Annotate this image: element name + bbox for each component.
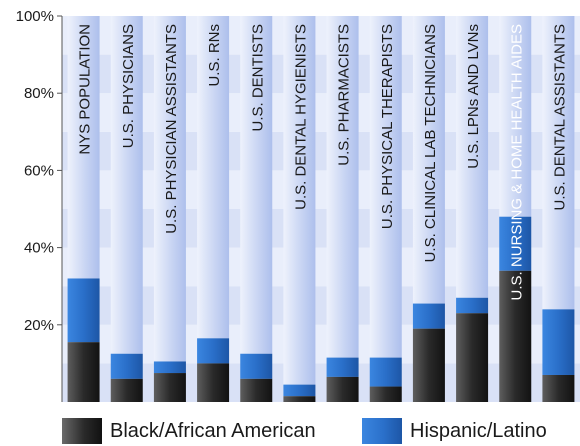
y-tick-label: 20% xyxy=(24,317,54,334)
category-label: U.S. CLINICAL LAB TECHNICIANS xyxy=(422,24,439,262)
bar-hispanic-latino xyxy=(110,353,143,379)
category-label: U.S. PHYSICIAN ASSISTANTS xyxy=(163,24,180,234)
bar-black-african-american xyxy=(67,342,100,402)
bar-hispanic-latino xyxy=(197,338,230,364)
legend-label-hispanic: Hispanic/Latino xyxy=(410,419,547,442)
y-axis: 20% 40% 60% 80% 100% xyxy=(16,8,63,402)
grid-band xyxy=(62,54,580,94)
bar-hispanic-latino xyxy=(283,384,316,397)
category-label: U.S. DENTAL ASSISTANTS xyxy=(551,24,568,210)
legend-swatch-black xyxy=(62,418,102,444)
category-label: U.S. PHYSICIANS xyxy=(120,24,137,148)
y-tick-label: 40% xyxy=(24,240,54,257)
bars xyxy=(67,16,575,402)
bar-hispanic-latino xyxy=(153,361,186,374)
category-label: U.S. LPNs AND LVNs xyxy=(465,24,482,169)
bar-black-african-american xyxy=(456,313,489,402)
legend-label-black: Black/African American xyxy=(110,419,316,442)
bar-hispanic-latino xyxy=(499,216,532,271)
bar-hispanic-latino xyxy=(369,357,402,387)
grid-band xyxy=(62,131,580,171)
grid-band xyxy=(62,93,580,132)
bar-remainder xyxy=(456,16,489,298)
bar-black-african-american xyxy=(110,378,143,402)
bar-black-african-american xyxy=(499,270,532,402)
bar-hispanic-latino xyxy=(240,353,273,379)
bar-remainder xyxy=(153,16,186,362)
category-label: U.S. NURSING & HOME HEALTH AIDES xyxy=(508,24,525,300)
bar-black-african-american xyxy=(369,386,402,402)
grid-band xyxy=(62,286,580,325)
bar-hispanic-latino xyxy=(67,278,100,343)
y-tick-label: 80% xyxy=(24,85,54,102)
bar-hispanic-latino xyxy=(456,297,489,314)
grid-band xyxy=(62,324,580,364)
bar-black-african-american xyxy=(197,363,230,402)
category-label: U.S. DENTISTS xyxy=(249,24,266,132)
grid-band xyxy=(62,16,580,55)
bar-black-african-american xyxy=(240,378,273,402)
category-label: U.S. DENTAL HYGIENISTS xyxy=(292,24,309,210)
grid-band xyxy=(62,209,580,248)
bar-black-african-american xyxy=(542,374,575,402)
bar-remainder xyxy=(542,16,575,310)
grid-band xyxy=(62,247,580,287)
bar-black-african-american xyxy=(412,328,445,402)
legend-item-hispanic: Hispanic/Latino xyxy=(362,418,547,444)
category-labels: NYS POPULATION U.S. PHYSICIANS U.S. PHYSIC… xyxy=(77,24,569,300)
category-label: NYS POPULATION xyxy=(77,24,94,155)
bar-remainder xyxy=(67,16,100,279)
bar-hispanic-latino xyxy=(412,303,445,329)
bar-remainder xyxy=(412,16,445,304)
category-label: U.S. PHYSICAL THERAPISTS xyxy=(379,24,396,229)
grid-band xyxy=(62,363,580,402)
bar-remainder xyxy=(499,16,532,217)
bar-black-african-american xyxy=(326,376,359,402)
y-tick-label: 100% xyxy=(16,8,54,25)
category-label: U.S. PHARMACISTS xyxy=(336,24,353,166)
bar-remainder xyxy=(240,16,273,354)
bar-hispanic-latino xyxy=(542,309,575,375)
bar-black-african-american xyxy=(153,373,186,402)
legend-item-black: Black/African American xyxy=(62,418,316,444)
grid-band xyxy=(62,170,580,209)
grid-bands xyxy=(62,16,580,402)
stacked-bar-chart: 20% 40% 60% 80% 100% NYS POPULATION U.S. PHYS… xyxy=(16,8,580,402)
bar-remainder xyxy=(110,16,143,354)
category-label: U.S. RNs xyxy=(206,24,223,87)
legend-swatch-hispanic xyxy=(362,418,402,444)
bar-remainder xyxy=(283,16,316,385)
bar-remainder xyxy=(326,16,359,358)
bar-black-african-american xyxy=(283,396,316,402)
y-tick-label: 60% xyxy=(24,162,54,179)
bar-remainder xyxy=(197,16,230,339)
bar-remainder xyxy=(369,16,402,358)
legend: Black/African American Hispanic/Latino xyxy=(0,414,580,446)
bar-hispanic-latino xyxy=(326,357,359,377)
